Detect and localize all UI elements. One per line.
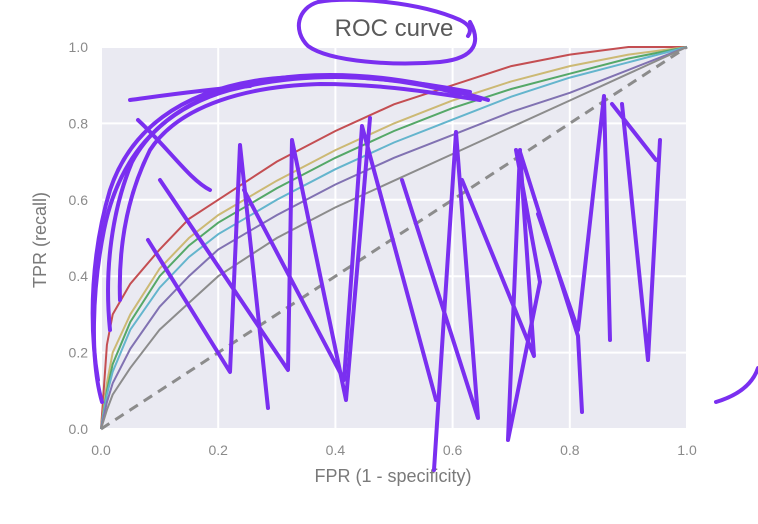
hatch-4 bbox=[400, 130, 480, 472]
margin-scribble bbox=[714, 366, 758, 404]
y-tick-label-3: 0.6 bbox=[69, 192, 89, 208]
x-tick-labels: 0.0 0.2 0.4 0.6 0.8 1.0 bbox=[91, 442, 697, 458]
curve-outline-scribble-4 bbox=[117, 82, 482, 302]
roc-series-line-1 bbox=[100, 46, 687, 430]
hatch-2 bbox=[158, 116, 372, 402]
y-tick-label-2: 0.4 bbox=[69, 268, 89, 284]
x-tick-label-3: 0.6 bbox=[443, 442, 463, 458]
y-tick-label-4: 0.8 bbox=[69, 115, 89, 131]
roc-series-line-2 bbox=[100, 46, 688, 430]
hatch-8 bbox=[610, 102, 662, 362]
hatch-7 bbox=[536, 94, 612, 342]
handwritten-annotations bbox=[90, 0, 758, 472]
y-tick-label-1: 0.2 bbox=[69, 345, 89, 361]
hatch-5 bbox=[506, 148, 542, 442]
roc-series-line-3 bbox=[100, 46, 688, 430]
x-axis-label: FPR (1 - specificity) bbox=[314, 466, 471, 486]
series-lines bbox=[100, 46, 688, 430]
y-tick-labels: 0.0 0.2 0.4 0.6 0.8 1.0 bbox=[69, 39, 89, 437]
curve-outline-scribble-3 bbox=[106, 73, 490, 332]
title-circle-scribble bbox=[297, 0, 478, 66]
x-tick-label-1: 0.2 bbox=[208, 442, 228, 458]
roc-series-line-6 bbox=[100, 46, 688, 430]
y-tick-label-5: 1.0 bbox=[69, 39, 89, 55]
roc-series-line-5 bbox=[100, 46, 688, 430]
y-tick-label-0: 0.0 bbox=[69, 421, 89, 437]
curve-outline-scribble-5 bbox=[128, 84, 252, 192]
chart-title: ROC curve bbox=[335, 15, 454, 42]
hatch-6 bbox=[460, 150, 584, 414]
roc-series-line-4 bbox=[100, 46, 688, 430]
x-tick-label-5: 1.0 bbox=[677, 442, 697, 458]
y-axis-label: TPR (recall) bbox=[30, 192, 50, 288]
hatch-3 bbox=[242, 124, 438, 402]
x-tick-label-4: 0.8 bbox=[560, 442, 580, 458]
x-tick-label-2: 0.4 bbox=[326, 442, 346, 458]
hatch-1 bbox=[146, 143, 270, 410]
x-tick-label-0: 0.0 bbox=[91, 442, 111, 458]
